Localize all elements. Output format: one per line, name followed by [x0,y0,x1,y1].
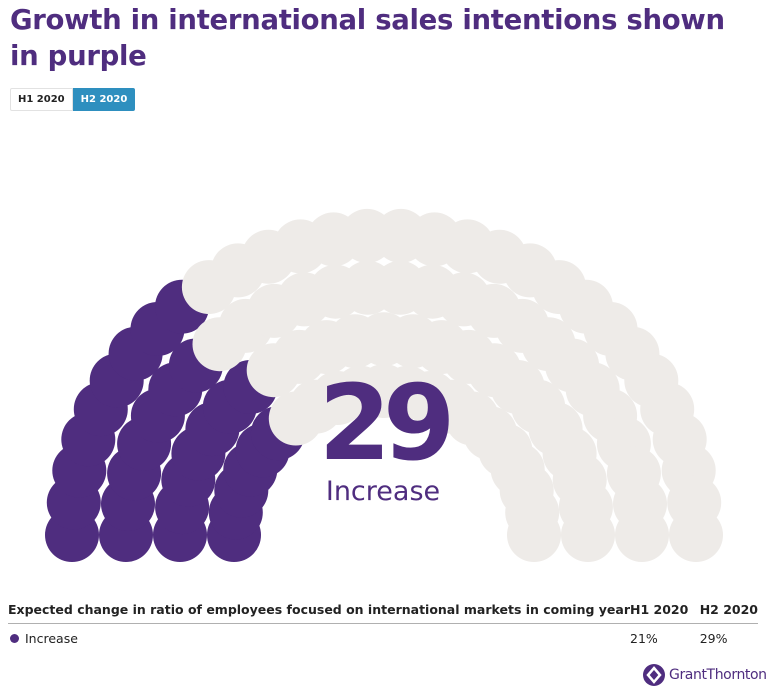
logo-mark-icon [643,664,665,686]
summary-table: Expected change in ratio of employees fo… [8,598,758,653]
seat-dot-other [669,508,723,562]
center-label: Increase [325,476,441,507]
table-header-h1: H1 2020 [630,598,700,624]
tab-h2-2020[interactable]: H2 2020 [72,88,136,111]
row-h2-value: 29% [699,631,728,646]
table-header-h2: H2 2020 [699,598,758,624]
parliament-chart [45,208,723,562]
grant-thornton-logo: GrantThornton [643,664,766,686]
tab-h1-2020[interactable]: H1 2020 [10,88,73,111]
table-row: Increase 21% 29% [8,624,758,654]
seat-dot-other [507,508,561,562]
row-label: Increase [25,631,78,646]
legend-dot-icon [10,634,19,643]
row-label-cell: Increase [8,624,630,654]
period-tabs: H1 2020 H2 2020 [10,88,136,111]
table-header-question: Expected change in ratio of employees fo… [8,598,630,624]
center-value: 29 [318,362,456,484]
logo-text: GrantThornton [669,667,766,683]
seat-dot-other [615,508,669,562]
row-h1-value: 21% [630,631,658,646]
table-header-row: Expected change in ratio of employees fo… [8,598,758,624]
seat-dot-other [561,508,615,562]
chart-title: Growth in international sales intentions… [10,4,725,72]
